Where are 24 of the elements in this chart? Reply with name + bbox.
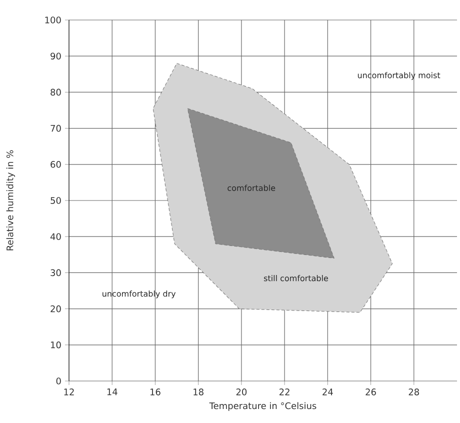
y-tick-label: 50 (50, 197, 61, 204)
x-tick-label: 26 (366, 388, 376, 396)
y-axis-title: Relative humidity in % (6, 150, 16, 250)
x-tick-label: 20 (236, 388, 247, 396)
x-tick-label: 28 (408, 388, 420, 396)
x-tick-label: 12 (64, 388, 74, 396)
y-tick-label: 60 (50, 160, 61, 168)
x-tick-label: 22 (279, 388, 290, 396)
y-tick-label: 0 (56, 378, 61, 384)
x-tick-label: 18 (194, 388, 204, 396)
y-tick-label: 90 (50, 52, 61, 60)
y-tick-label: 100 (45, 16, 61, 24)
y-tick-label: 30 (50, 269, 61, 276)
x-tick-label: 14 (107, 388, 118, 396)
x-axis-title: Temperature in °Celsius (209, 402, 316, 411)
annotation: comfortable (228, 184, 276, 191)
x-tick-label: 16 (150, 388, 160, 396)
annotation: still comfortable (264, 275, 328, 282)
y-tick-label: 40 (50, 233, 61, 240)
y-tick-label: 20 (50, 305, 61, 312)
y-tick-label: 80 (50, 88, 61, 96)
x-tick-label: 24 (322, 388, 333, 396)
y-tick-label: 70 (50, 124, 61, 132)
y-tick-label: 10 (51, 341, 61, 348)
